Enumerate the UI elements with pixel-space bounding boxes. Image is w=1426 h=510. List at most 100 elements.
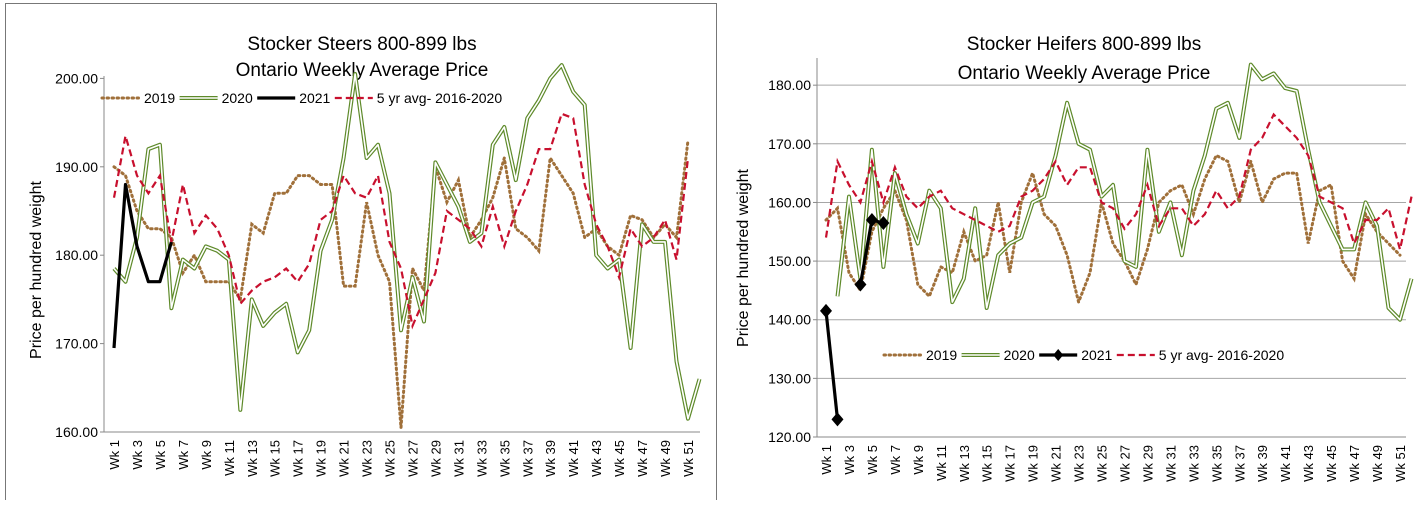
plot-area: 160.00 170.00 180.00 190.00 200.00 Wk 1 Wk 3 Wk… bbox=[55, 63, 702, 477]
x-tick-label: Wk 3 bbox=[842, 445, 857, 475]
x-tick-label: Wk 37 bbox=[520, 440, 535, 477]
x-tick-label: Wk 51 bbox=[1393, 445, 1408, 482]
y-tick-label: 200.00 bbox=[55, 70, 98, 86]
x-tick-label: Wk 51 bbox=[681, 440, 696, 477]
x-tick-label: Wk 11 bbox=[222, 440, 237, 476]
chart-subtitle: Ontario Weekly Average Price bbox=[236, 60, 489, 81]
y-axis-label: Price per hundred weight bbox=[735, 169, 752, 347]
x-tick-label: Wk 45 bbox=[612, 440, 627, 477]
x-tick-label: Wk 21 bbox=[1049, 445, 1064, 482]
x-tick-label: Wk 33 bbox=[1186, 445, 1201, 482]
steers-chart: Stocker Steers 800-899 lbs Ontario Weekl… bbox=[28, 34, 702, 477]
y-tick-label: 170.00 bbox=[768, 136, 811, 152]
legend-marker bbox=[1053, 349, 1064, 361]
x-tick-label: Wk 5 bbox=[865, 445, 880, 475]
x-tick-label: Wk 11 bbox=[934, 445, 949, 481]
chart-border-left bbox=[716, 3, 717, 500]
x-tick-label: Wk 27 bbox=[405, 440, 420, 477]
y-axis-label: Price per hundred weight bbox=[28, 181, 45, 359]
series-line-5yr-avg bbox=[112, 112, 690, 330]
x-tick-label: Wk 41 bbox=[566, 440, 581, 477]
y-tick-label: 140.00 bbox=[768, 312, 811, 328]
x-tick-label: Wk 35 bbox=[497, 440, 512, 477]
x-tick-label: Wk 43 bbox=[589, 440, 604, 477]
x-tick-label: Wk 35 bbox=[1209, 445, 1224, 482]
x-tick-label: Wk 9 bbox=[199, 440, 214, 470]
x-tick-label: Wk 13 bbox=[245, 440, 260, 477]
x-tick-label: Wk 49 bbox=[658, 440, 673, 477]
series-line-2021 bbox=[112, 182, 173, 349]
chart-title: Stocker Steers 800-899 lbs bbox=[247, 34, 476, 55]
y-tick-label: 160.00 bbox=[768, 194, 811, 210]
series-line-inner-2020 bbox=[113, 64, 701, 420]
series-line-inner-2020 bbox=[836, 63, 1413, 321]
chart-border-left bbox=[5, 3, 6, 500]
x-tick-label: Wk 37 bbox=[1232, 445, 1247, 482]
x-tick-label: Wk 47 bbox=[635, 440, 650, 477]
x-tick-label: Wk 31 bbox=[451, 440, 466, 477]
series-marker-2021 bbox=[831, 412, 844, 427]
x-tick-label: Wk 25 bbox=[383, 440, 398, 477]
x-tick-label: Wk 27 bbox=[1117, 445, 1132, 482]
y-tick-label: 150.00 bbox=[768, 253, 811, 269]
x-tick-label: Wk 15 bbox=[268, 440, 283, 477]
x-tick-label: Wk 41 bbox=[1278, 445, 1293, 482]
y-tick-label: 130.00 bbox=[768, 370, 811, 386]
x-tick-label: Wk 29 bbox=[1140, 445, 1155, 482]
x-tick-label: Wk 45 bbox=[1324, 445, 1339, 482]
legend-label: 2021 bbox=[299, 90, 330, 106]
x-tick-label: Wk 7 bbox=[176, 440, 191, 470]
series-marker-2021 bbox=[865, 213, 878, 228]
x-tick-label: Wk 21 bbox=[337, 440, 352, 477]
series-line-2020 bbox=[835, 62, 1414, 322]
legend-label: 5 yr avg- 2016-2020 bbox=[377, 90, 503, 106]
legend-label: 2019 bbox=[926, 347, 957, 363]
x-tick-label: Wk 9 bbox=[911, 445, 926, 475]
x-tick-label: Wk 43 bbox=[1301, 445, 1316, 482]
x-tick-label: Wk 19 bbox=[314, 440, 329, 477]
x-tick-label: Wk 3 bbox=[130, 440, 145, 470]
legend-label: 2020 bbox=[1004, 347, 1035, 363]
legend-label: 5 yr avg- 2016-2020 bbox=[1159, 347, 1285, 363]
x-tick-label: Wk 47 bbox=[1347, 445, 1362, 482]
plot-area: 120.00 130.00 140.00 150.00 160.00 170.00 180.… bbox=[768, 58, 1414, 482]
x-tick-label: Wk 15 bbox=[980, 445, 995, 482]
chart-title: Stocker Heifers 800-899 lbs bbox=[967, 34, 1201, 55]
y-tick-label: 180.00 bbox=[55, 247, 98, 263]
legend-label: 2020 bbox=[222, 90, 253, 106]
chart-border-top bbox=[5, 3, 717, 4]
heifers-chart: Stocker Heifers 800-899 lbs Ontario Week… bbox=[735, 34, 1414, 482]
legend-label: 2021 bbox=[1081, 347, 1112, 363]
series-marker-2021 bbox=[820, 303, 832, 318]
x-tick-label: Wk 33 bbox=[474, 440, 489, 477]
series-line-2019 bbox=[112, 138, 690, 428]
x-tick-label: Wk 39 bbox=[543, 440, 558, 477]
y-tick-label: 160.00 bbox=[55, 424, 98, 440]
x-tick-label: Wk 49 bbox=[1370, 445, 1385, 482]
x-tick-label: Wk 23 bbox=[1072, 445, 1087, 482]
x-tick-label: Wk 25 bbox=[1095, 445, 1110, 482]
series-line-2019 bbox=[824, 153, 1402, 308]
steers-chart-panel: Stocker Steers 800-899 lbs Ontario Weekl… bbox=[0, 0, 717, 505]
x-tick-label: Wk 17 bbox=[1003, 445, 1018, 482]
legend-label: 2019 bbox=[144, 90, 175, 106]
x-tick-label: Wk 39 bbox=[1255, 445, 1270, 482]
y-tick-label: 170.00 bbox=[55, 336, 98, 352]
series-marker-2021 bbox=[877, 215, 890, 230]
series-line-2021 bbox=[824, 310, 840, 420]
x-tick-label: Wk 23 bbox=[360, 440, 375, 477]
x-tick-label: Wk 31 bbox=[1163, 445, 1178, 482]
x-tick-label: Wk 1 bbox=[107, 440, 122, 470]
series-line-5yr-avg bbox=[824, 112, 1413, 250]
x-tick-label: Wk 19 bbox=[1026, 445, 1041, 482]
series-marker-2021 bbox=[854, 277, 867, 292]
x-tick-label: Wk 29 bbox=[428, 440, 443, 477]
x-tick-label: Wk 13 bbox=[957, 445, 972, 482]
y-tick-label: 190.00 bbox=[55, 159, 98, 175]
x-tick-label: Wk 1 bbox=[819, 445, 834, 475]
x-tick-label: Wk 7 bbox=[888, 445, 903, 475]
y-tick-label: 180.00 bbox=[768, 77, 811, 93]
y-tick-label: 120.00 bbox=[768, 429, 811, 445]
x-tick-label: Wk 17 bbox=[291, 440, 306, 477]
x-tick-label: Wk 5 bbox=[153, 440, 168, 470]
